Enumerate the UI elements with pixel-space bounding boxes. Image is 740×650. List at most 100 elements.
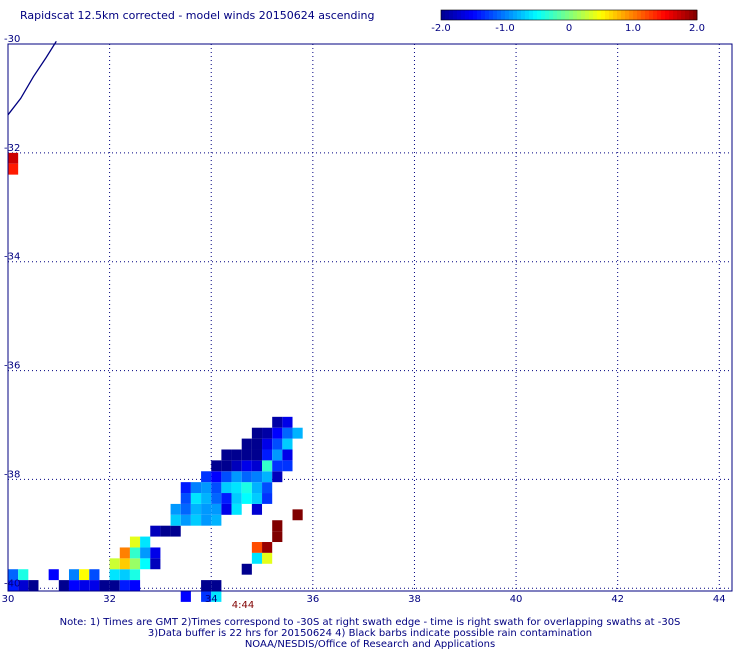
colorbar-segment — [449, 10, 454, 20]
wind-cell — [251, 493, 263, 504]
wind-cell — [262, 493, 273, 504]
colorbar-segment — [665, 10, 670, 20]
plot-frame — [7, 43, 733, 592]
colorbar-segment — [689, 10, 694, 20]
wind-cell — [262, 482, 273, 494]
wind-cell — [282, 438, 293, 450]
wind-cell — [99, 580, 110, 591]
colorbar-segment — [589, 10, 594, 20]
wind-cell — [201, 493, 212, 504]
colorbar-segment — [677, 10, 682, 20]
wind-cell — [221, 503, 232, 515]
wind-cell — [221, 471, 232, 483]
footer-note-line3: NOAA/NESDIS/Office of Research and Appli… — [244, 639, 496, 650]
wind-cell — [68, 580, 80, 591]
latitude-label: -34 — [4, 252, 20, 263]
wind-cell — [79, 580, 90, 591]
wind-cell — [231, 482, 242, 494]
wind-cell — [272, 520, 283, 532]
wind-cell — [190, 503, 202, 515]
colorbar-segment — [685, 10, 690, 20]
wind-cell — [272, 531, 283, 543]
colorbar-tick-labels: -2.0 -1.0 0 1.0 2.0 — [431, 23, 705, 34]
footer-note-line1: Note: 1) Times are GMT 2)Times correspon… — [59, 617, 681, 628]
wind-cell — [241, 482, 252, 494]
wind-cell — [221, 460, 232, 472]
wind-cell — [231, 460, 242, 472]
colorbar-segment — [457, 10, 462, 20]
wind-cell — [119, 580, 130, 591]
wind-cell — [201, 591, 212, 602]
wind-cell — [282, 416, 293, 428]
colorbar-tick-label: 2.0 — [689, 23, 705, 34]
wind-cell — [262, 449, 273, 461]
colorbar-segment — [477, 10, 482, 20]
wind-cell — [201, 471, 212, 483]
colorbar-segment — [537, 10, 542, 20]
wind-cell — [170, 514, 181, 526]
colorbar-segment — [661, 10, 666, 20]
colorbar-segment — [493, 10, 498, 20]
colorbar-segment — [501, 10, 506, 20]
wind-cell — [241, 493, 252, 504]
wind-cell — [262, 438, 273, 450]
colorbar-segment — [693, 10, 698, 20]
wind-cell — [150, 547, 161, 559]
colorbar-tick-label: -2.0 — [431, 23, 451, 34]
wind-cell — [272, 449, 283, 461]
longitude-label: 44 — [713, 594, 726, 605]
longitude-label: 36 — [306, 594, 319, 605]
wind-cell — [251, 552, 263, 564]
wind-cell — [231, 493, 242, 504]
latitude-label: -32 — [4, 143, 20, 154]
wind-cell — [282, 449, 293, 461]
colorbar-segment — [657, 10, 662, 20]
wind-cell — [119, 558, 130, 570]
colorbar-segment — [481, 10, 486, 20]
grid-lines — [8, 44, 732, 591]
colorbar-segment — [513, 10, 518, 20]
wind-cell — [170, 525, 181, 537]
wind-cell — [282, 427, 293, 439]
wind-cell — [292, 427, 303, 439]
wind-cell — [251, 438, 263, 450]
colorbar-segment — [549, 10, 554, 20]
longitude-label: 38 — [408, 594, 421, 605]
wind-cell — [251, 503, 263, 515]
y-axis-labels: -30 -32 -34 -36 -38 -40 — [4, 34, 20, 589]
colorbar-segment — [489, 10, 494, 20]
colorbar-segment — [521, 10, 526, 20]
colorbar-segment — [453, 10, 458, 20]
wind-cell — [211, 482, 222, 494]
colorbar-segment — [585, 10, 590, 20]
wind-cell — [221, 493, 232, 504]
colorbar-segment — [553, 10, 558, 20]
wind-cell — [180, 482, 191, 494]
longitude-label: 32 — [103, 594, 116, 605]
colorbar-segment — [445, 10, 450, 20]
wind-cell — [251, 449, 263, 461]
wind-cell — [129, 536, 141, 548]
wind-cell — [129, 547, 141, 559]
wind-cell — [251, 471, 263, 483]
wind-cell — [129, 569, 141, 581]
colorbar-segment — [577, 10, 582, 20]
wind-cell — [201, 514, 212, 526]
colorbar-segment — [669, 10, 674, 20]
map-title: Rapidscat 12.5km corrected - model winds… — [20, 9, 375, 22]
wind-difference-cells — [8, 152, 303, 602]
wind-cell — [272, 471, 283, 483]
colorbar-segment — [621, 10, 626, 20]
wind-cell — [140, 558, 151, 570]
wind-cell — [241, 438, 252, 450]
wind-cell — [190, 514, 202, 526]
wind-cell — [119, 569, 130, 581]
colorbar-tick-label: 1.0 — [625, 23, 641, 34]
wind-cell — [140, 547, 151, 559]
wind-cell — [109, 558, 120, 570]
wind-cell — [272, 416, 283, 428]
colorbar-segment — [569, 10, 574, 20]
latitude-label: -30 — [4, 34, 20, 45]
colorbar-segment — [497, 10, 502, 20]
